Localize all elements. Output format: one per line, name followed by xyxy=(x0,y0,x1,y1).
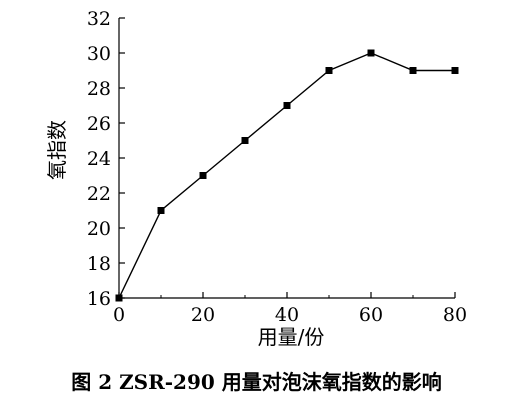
x-tick-label: 80 xyxy=(443,304,467,326)
figure-caption: 图 2 ZSR-290 用量对泡沫氧指数的影响 xyxy=(71,370,442,394)
x-tick-label: 60 xyxy=(359,304,383,326)
x-tick-label: 0 xyxy=(113,304,125,326)
y-tick-label: 26 xyxy=(87,113,111,135)
data-point-marker xyxy=(325,67,333,74)
tick-labels: 16 18 20 22 24 26 28 30 32 0 20 40 60 80 xyxy=(87,8,467,326)
series xyxy=(115,49,459,302)
y-tick-label: 24 xyxy=(87,148,111,170)
x-axis-title: 用量/份 xyxy=(258,325,325,349)
data-point-marker xyxy=(451,67,459,74)
y-tick-label: 28 xyxy=(87,78,111,100)
data-point-marker xyxy=(115,294,123,302)
y-axis-title: 氧指数 xyxy=(45,120,69,180)
x-tick-label: 20 xyxy=(191,304,215,326)
x-tick-label: 40 xyxy=(275,304,299,326)
data-point-marker xyxy=(409,67,417,74)
ticks xyxy=(118,17,456,299)
y-tick-label: 32 xyxy=(87,8,111,30)
data-point-marker xyxy=(283,102,291,109)
y-tick-label: 30 xyxy=(87,43,111,65)
data-point-marker xyxy=(199,172,207,179)
y-tick-label: 22 xyxy=(87,183,111,205)
data-point-marker xyxy=(241,137,249,144)
y-tick-label: 18 xyxy=(87,253,111,275)
data-point-marker xyxy=(157,207,165,214)
series-line xyxy=(118,52,455,299)
y-tick-label: 20 xyxy=(87,218,111,240)
y-tick-label: 16 xyxy=(87,288,111,310)
data-point-marker xyxy=(367,49,375,57)
axes xyxy=(118,18,455,299)
